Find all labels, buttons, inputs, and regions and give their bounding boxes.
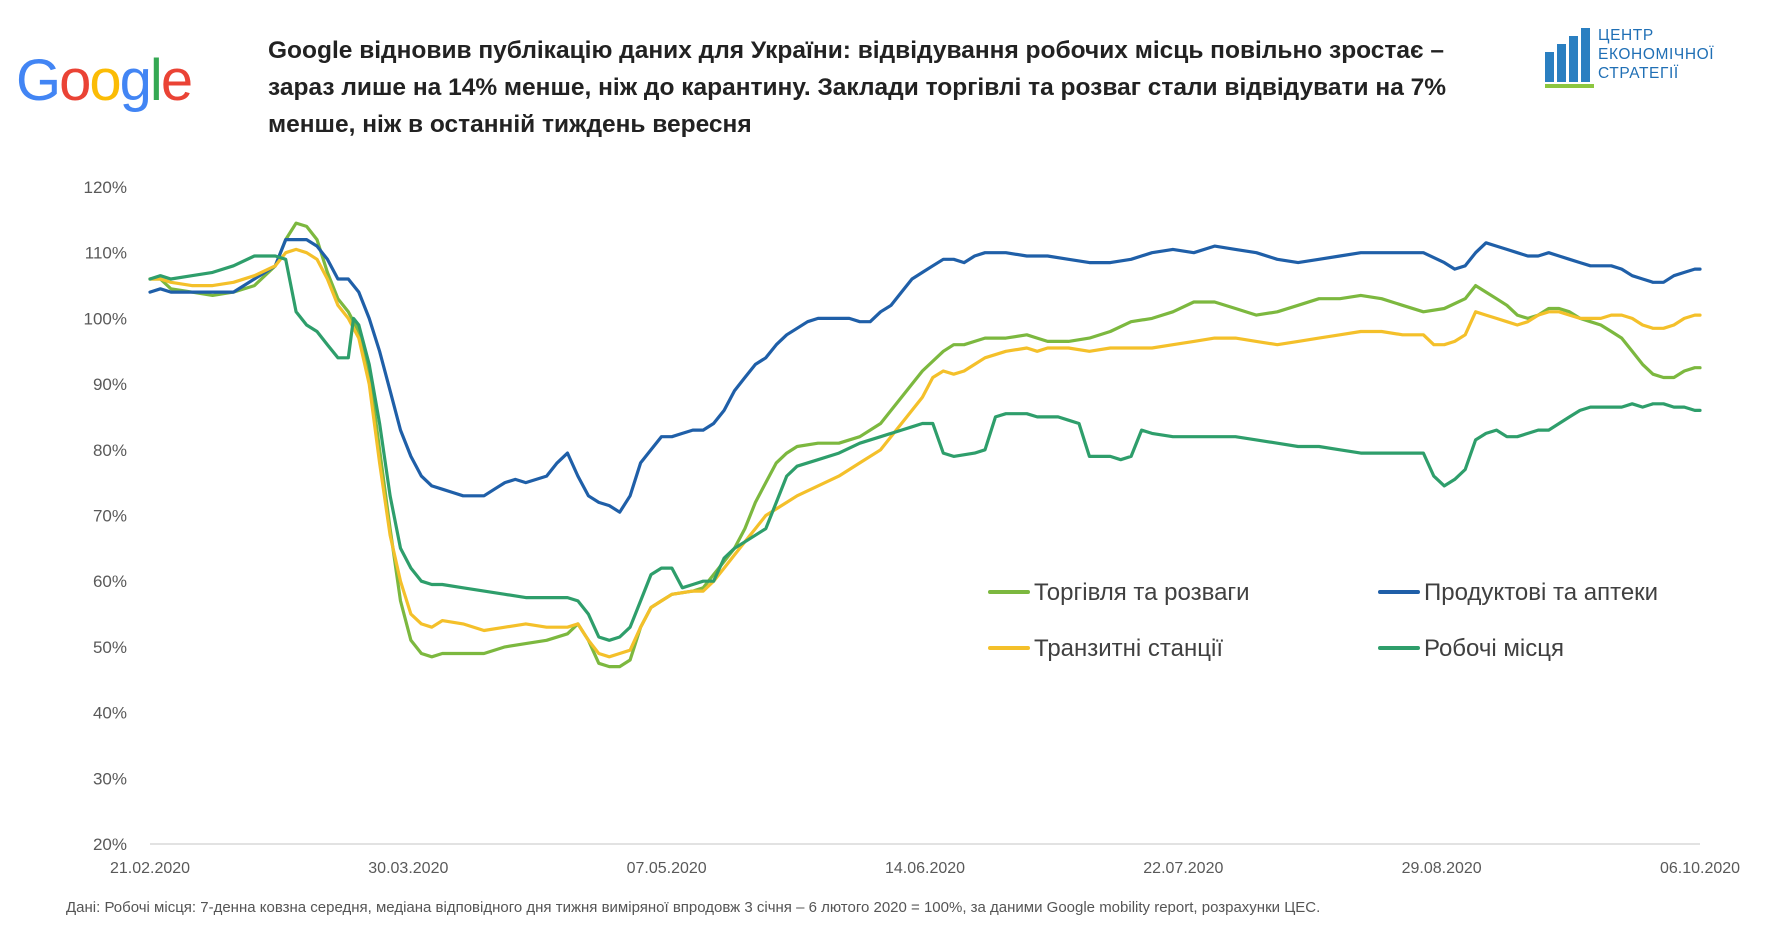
line-chart: 20% 30% 40% 50% 60% 70% 80% 90% 100% 110% 120% 21.… [84,178,1741,877]
x-tick-label: 14.06.2020 [885,860,965,877]
ces-logo-line: ЕКОНОМІЧНОЇ [1598,46,1715,63]
x-tick-label: 30.03.2020 [368,860,448,877]
y-tick-label: 70% [93,507,127,526]
google-logo: Google [16,48,193,113]
ces-logo-text: ЦЕНТР ЕКОНОМІЧНОЇ СТРАТЕГІЇ [1598,26,1714,83]
y-tick-label: 50% [93,638,127,657]
y-tick-label: 100% [84,309,127,328]
google-logo-letter: o [89,48,121,113]
x-axis: 21.02.2020 30.03.2020 07.05.2020 14.06.2020… [110,860,1740,877]
series-line-transit [148,247,1702,659]
series-line-workplaces [148,254,1702,642]
legend: Торгівля та розваги Продуктові та аптеки Т… [988,579,1658,662]
google-logo-letter: e [160,48,193,113]
y-tick-label: 120% [84,178,127,197]
footnote: Дані: Робочі місця: 7-денна ковзна серед… [66,899,1321,916]
y-tick-label: 40% [93,704,127,723]
ces-logo-line: СТРАТЕГІЇ [1598,65,1679,82]
y-tick-label: 90% [93,375,127,394]
x-tick-label: 29.08.2020 [1402,860,1482,877]
y-tick-label: 60% [93,572,127,591]
legend-label-transit: Транзитні станції [1034,635,1223,662]
x-tick-label: 21.02.2020 [110,860,190,877]
page-title: Google відновив публікацію даних для Укр… [268,37,1447,138]
google-logo-letter: G [16,48,61,113]
ces-logo-icon [1545,28,1594,88]
google-logo-letter: l [149,48,163,113]
x-tick-label: 07.05.2020 [627,860,707,877]
legend-label-workplaces: Робочі місця [1424,635,1564,662]
series-line-grocery [148,237,1702,514]
y-tick-label: 80% [93,441,127,460]
y-tick-label: 20% [93,835,127,854]
y-tick-label: 30% [93,769,127,788]
ces-logo-line: ЦЕНТР [1598,27,1654,44]
legend-label-grocery: Продуктові та аптеки [1424,579,1658,606]
google-logo-letter: o [59,48,91,113]
y-axis: 20% 30% 40% 50% 60% 70% 80% 90% 100% 110% 120% [84,178,127,854]
legend-label-retail: Торгівля та розваги [1034,579,1250,606]
x-tick-label: 06.10.2020 [1660,860,1740,877]
google-logo-letter: g [119,48,152,113]
x-tick-label: 22.07.2020 [1143,860,1223,877]
y-tick-label: 110% [85,244,127,263]
